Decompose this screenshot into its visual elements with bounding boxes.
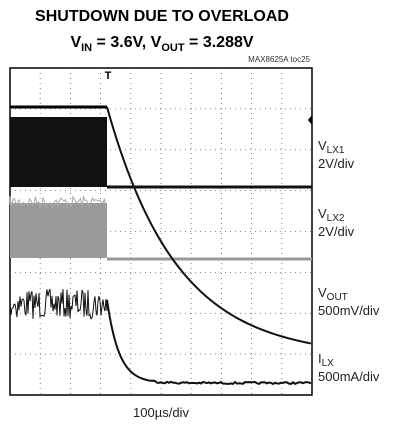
channel-subscript: LX — [322, 358, 335, 369]
subtitle: VIN = 3.6V, VOUT = 3.288V — [70, 34, 253, 54]
subtitle-part: = 3.6V, V — [92, 34, 162, 51]
channel-label: VLX1 — [318, 138, 345, 156]
decay-trace — [106, 106, 312, 345]
subtitle-part: = 3.288V — [185, 34, 254, 51]
timebase: 100µs/div — [133, 405, 189, 420]
trigger-marker: T — [105, 70, 112, 82]
subtitle-sub: IN — [81, 42, 92, 54]
channel-subscript: OUT — [327, 292, 348, 303]
lx2-switching — [10, 203, 107, 258]
channel-label: VOUT — [318, 285, 348, 303]
channel-scale: 500mA/div — [318, 369, 380, 384]
channel-subscript: LX2 — [327, 213, 345, 224]
channel-scale: 500mV/div — [318, 303, 380, 318]
channel-symbol: I — [318, 351, 322, 366]
level-marker — [308, 115, 312, 125]
subtitle-part: V — [70, 34, 81, 51]
channel-symbol: V — [318, 206, 327, 221]
channel-symbol: V — [318, 138, 327, 153]
channel-label: ILX — [318, 351, 334, 369]
channel-subscript: LX1 — [327, 145, 345, 156]
lx2-noise — [9, 194, 107, 210]
ilx-trace — [106, 299, 312, 386]
subtitle-sub: OUT — [161, 42, 185, 54]
channel-scale: 2V/div — [318, 224, 355, 239]
vout-ripple — [9, 288, 108, 320]
channel-label: VLX2 — [318, 206, 345, 224]
channel-symbol: V — [318, 285, 327, 300]
title: SHUTDOWN DUE TO OVERLOAD — [35, 8, 289, 25]
figure-id: MAX8625A toc25 — [248, 55, 310, 64]
channel-labels: VLX12V/divVLX22V/divVOUT500mV/divILX500m… — [318, 138, 380, 384]
channel-scale: 2V/div — [318, 156, 355, 171]
lx1-switching — [10, 117, 107, 187]
